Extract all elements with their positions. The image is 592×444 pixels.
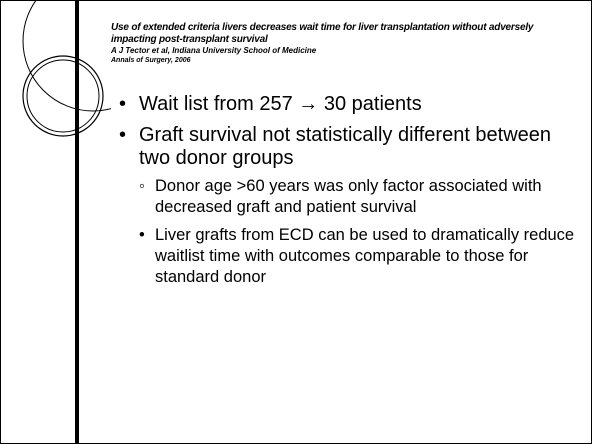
deco-ring [26,59,100,133]
bullet: Graft survival not statistically differe… [119,124,579,288]
sub-bullet: Liver grafts from ECD can be used to dra… [139,225,579,288]
bullet: Wait list from 257 → 30 patients [119,93,579,116]
sub-bullet-text: Liver grafts from ECD can be used to dra… [155,226,575,286]
slide-decoration [22,1,111,443]
sub-bullet-text: Donor age >60 years was only factor asso… [155,177,542,216]
sub-bullet-list: Donor age >60 years was only factor asso… [139,176,579,288]
header-authors: A J Tector et al, Indiana University Sch… [111,46,317,55]
deco-circle [22,1,111,112]
header-journal: Annals of Surgery, 2006 [111,57,191,64]
bullet-list: Wait list from 257 → 30 patients Graft s… [119,93,579,296]
deco-bar [75,1,79,443]
header-title: Use of extended criteria livers decrease… [111,22,534,45]
sub-bullet: Donor age >60 years was only factor asso… [139,176,579,218]
bullet-text: Wait list from 257 → 30 patients [139,93,422,115]
header: Use of extended criteria livers decrease… [111,22,581,65]
deco-ring [22,55,104,137]
bullet-text: Graft survival not statistically differe… [139,124,552,169]
